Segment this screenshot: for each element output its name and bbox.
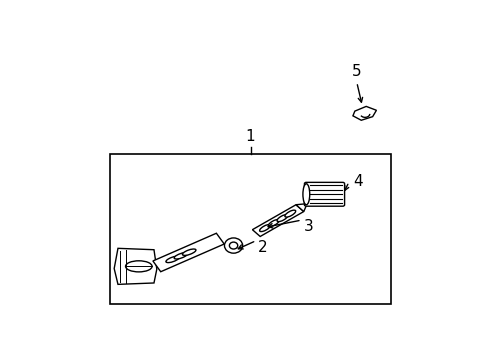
Polygon shape [295,204,306,212]
Ellipse shape [165,256,179,262]
Ellipse shape [224,238,242,253]
Text: 4: 4 [352,174,362,189]
Text: 2: 2 [258,240,267,255]
Polygon shape [114,248,157,284]
Ellipse shape [229,242,237,249]
Ellipse shape [277,215,287,222]
Polygon shape [252,205,303,237]
Ellipse shape [125,261,152,272]
Ellipse shape [268,220,279,226]
Bar [110,154,390,304]
Ellipse shape [259,225,270,231]
Text: 5: 5 [351,64,361,79]
Polygon shape [153,233,224,272]
Ellipse shape [285,210,295,217]
Polygon shape [352,107,376,120]
Ellipse shape [182,249,196,255]
Text: 3: 3 [303,219,313,234]
Text: 1: 1 [245,129,255,144]
Ellipse shape [302,184,309,205]
Ellipse shape [174,253,187,259]
FancyBboxPatch shape [304,183,344,206]
